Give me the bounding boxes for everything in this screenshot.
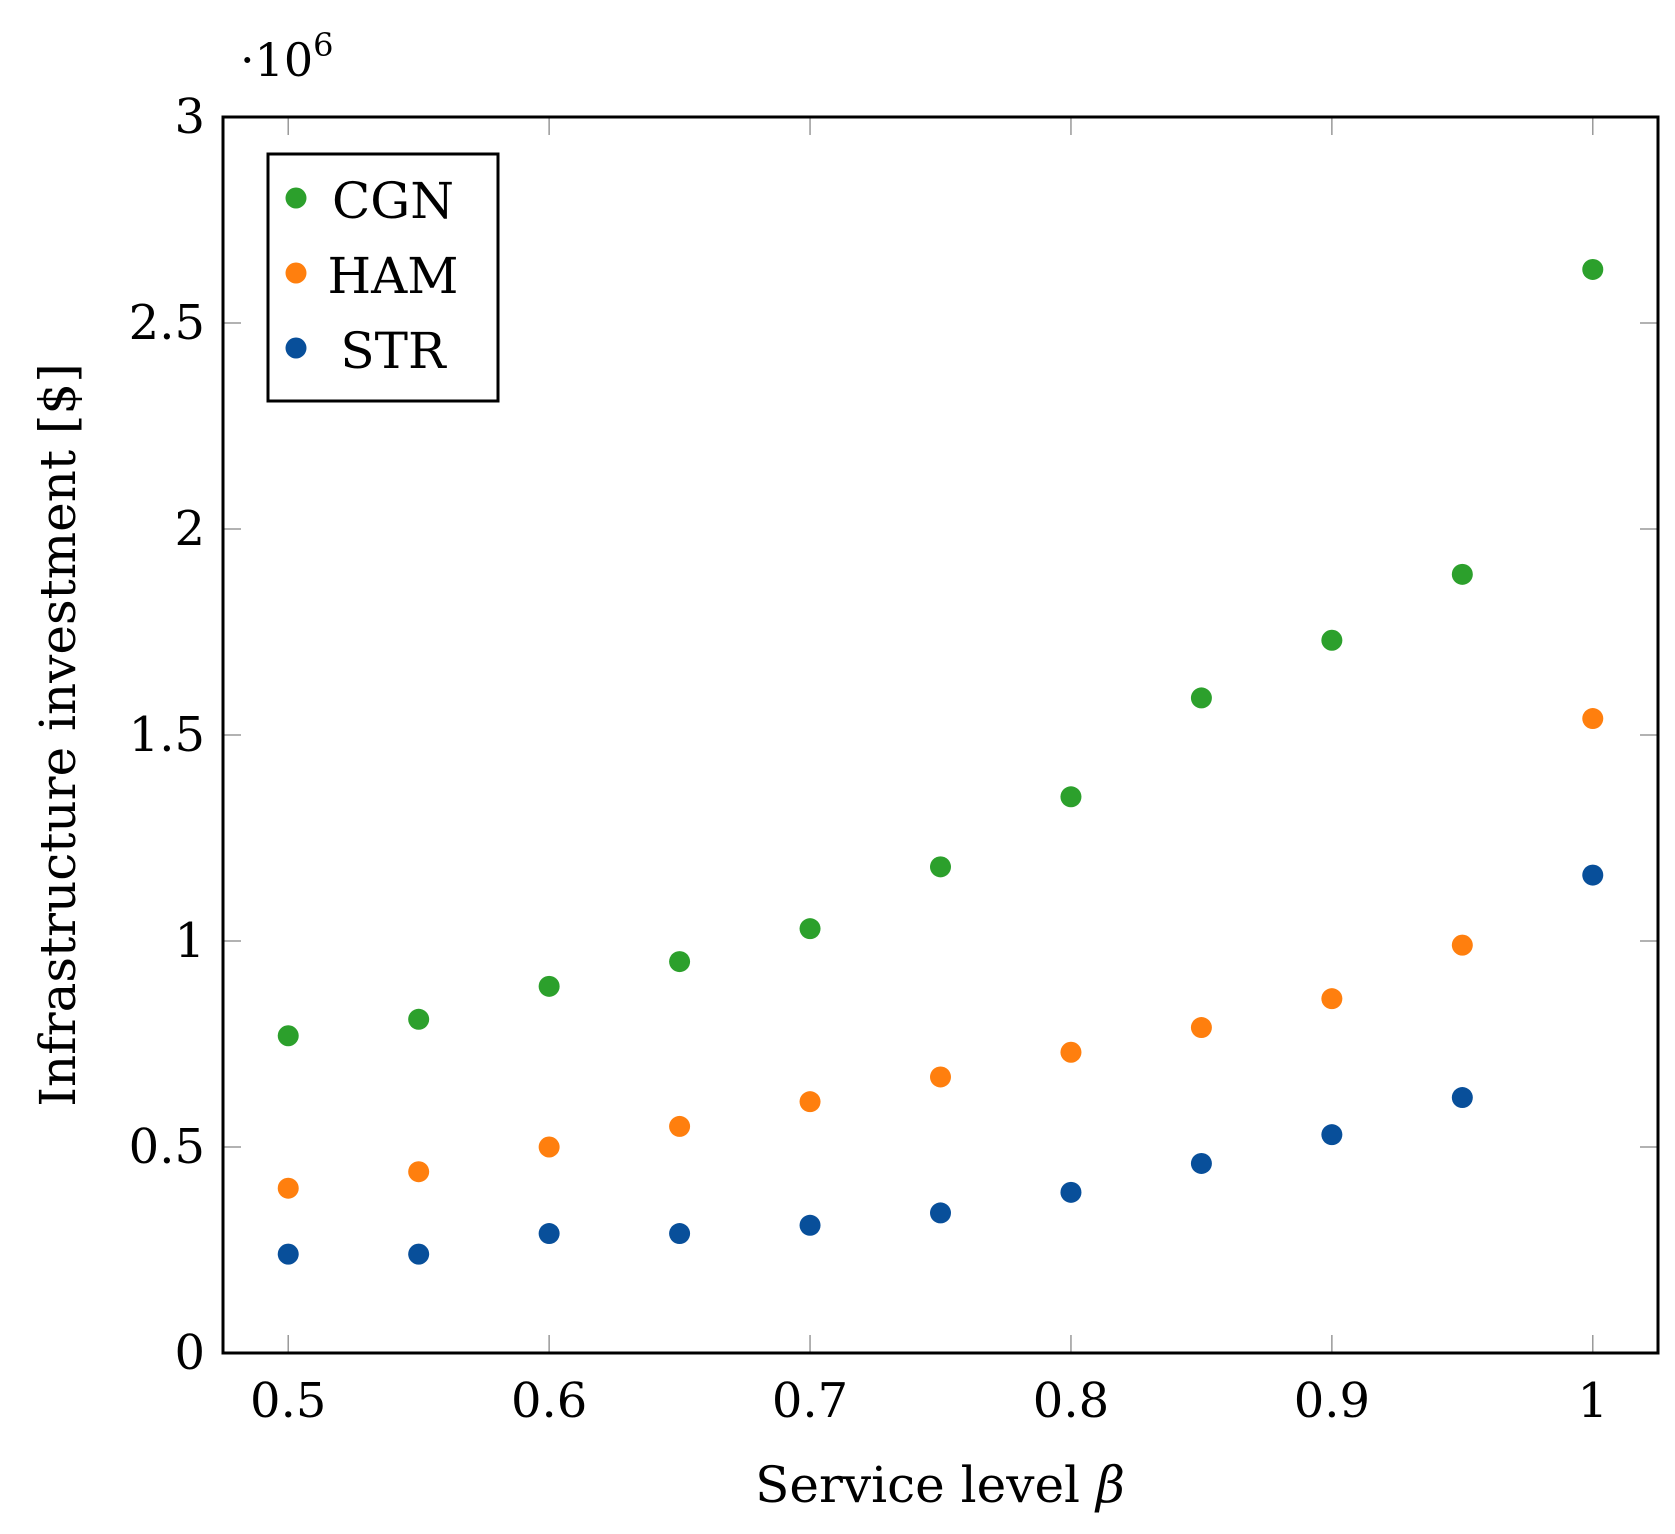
data-points [277,258,1604,1265]
x-tick-label: 1 [1577,1373,1608,1429]
point-str [1190,1152,1212,1174]
y-tick-label: 2.5 [129,295,205,351]
legend-label-ham: HAM [328,247,459,305]
point-str [277,1243,299,1265]
y-axis-label: Infrastructure investment [$] [29,363,87,1107]
axis-ticks [223,117,1658,1353]
y-axis-multiplier: ·106 [240,26,334,87]
y-tick-label: 0.5 [129,1119,205,1175]
y-axis-multiplier-exponent: 6 [313,26,333,64]
y-tick-label: 3 [174,89,205,145]
point-cgn [408,1008,430,1030]
legend-label-cgn: CGN [332,172,454,230]
point-ham [669,1115,691,1137]
point-cgn [1190,687,1212,709]
point-str [1321,1124,1343,1146]
legend-marker-cgn [285,187,307,209]
point-str [538,1223,560,1245]
point-ham [1451,934,1473,956]
legend-box [266,152,500,403]
legend-marker-str [285,337,307,359]
y-axis-multiplier-prefix: ·10 [240,33,313,87]
point-cgn [930,856,951,878]
point-cgn [1582,258,1604,280]
x-tick-label: 0.5 [250,1373,326,1429]
x-tick-label: 0.6 [511,1373,587,1429]
legend-label-str: STR [340,322,447,380]
point-ham [930,1066,951,1088]
point-cgn [669,951,691,973]
legend: CGN HAM STR [266,152,500,403]
point-str [1582,864,1604,886]
plot-frame [221,115,1660,1355]
point-ham [1190,1017,1212,1039]
point-ham [1582,708,1604,730]
y-tick-label: 0 [174,1325,205,1381]
x-axis-label-symbol: β [1094,1456,1125,1514]
y-tick-labels: 0 0.5 1 1.5 2 2.5 3 [129,89,205,1381]
x-axis-label-text: Service level [755,1456,1080,1514]
point-cgn [538,975,560,997]
series-str [277,864,1604,1265]
point-ham [408,1161,430,1183]
point-cgn [1060,786,1082,808]
point-cgn [1321,629,1343,651]
legend-marker-ham [285,262,307,284]
x-tick-label: 0.7 [772,1373,848,1429]
y-tick-label: 1 [174,913,205,969]
x-tick-label: 0.8 [1033,1373,1109,1429]
point-ham [277,1177,299,1199]
point-str [1451,1087,1473,1109]
x-axis-label: Service level β [755,1456,1125,1514]
point-ham [799,1091,821,1113]
series-cgn [277,258,1604,1047]
point-str [799,1214,821,1236]
point-str [930,1202,951,1224]
x-tick-label: 0.9 [1294,1373,1370,1429]
point-str [1060,1181,1082,1203]
point-str [408,1243,430,1265]
point-cgn [1451,563,1473,585]
series-ham [277,708,1604,1199]
y-tick-label: 2 [174,501,205,557]
point-ham [1321,988,1343,1010]
point-cgn [799,918,821,940]
point-cgn [277,1025,299,1047]
x-tick-labels: 0.5 0.6 0.7 0.8 0.9 1 [250,1373,1608,1429]
point-ham [538,1136,560,1158]
point-ham [1060,1041,1082,1063]
point-str [669,1223,691,1245]
y-tick-label: 1.5 [129,707,205,763]
